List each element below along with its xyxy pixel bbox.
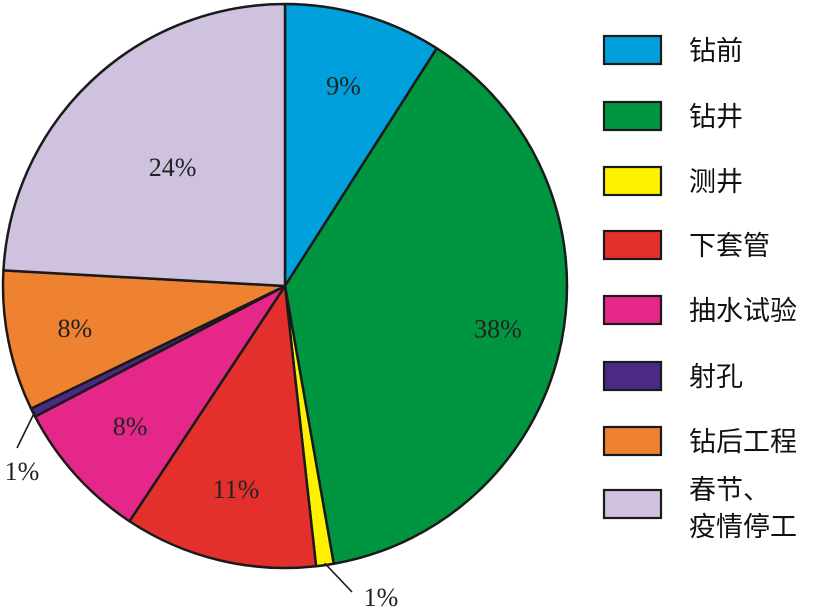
legend-swatch-4: [602, 229, 663, 261]
legend-swatch-7: [602, 425, 663, 457]
legend-swatch-3: [602, 165, 663, 197]
legend-label-1: 钻前: [689, 36, 743, 67]
pie-slice-5: [33, 284, 287, 523]
legend-label-8: 春节、疫情停工: [689, 475, 797, 543]
slice-value-label-3: 1%: [364, 583, 399, 612]
callout-line-6: [16, 411, 36, 449]
legend-label-3: 测井: [689, 167, 743, 198]
slice-value-label-4: 11%: [213, 475, 260, 504]
pie-slices: [1, 2, 569, 570]
pie-value-labels: 9% 38% 1% 11% 8% 1% 8% 24%: [5, 72, 522, 612]
slice-value-label-6: 1%: [5, 457, 40, 486]
pie-slice-1: [283, 2, 439, 288]
slice-value-label-5: 8%: [113, 412, 148, 441]
pie-slice-2: [283, 47, 569, 566]
legend-swatch-6: [602, 360, 663, 392]
legend-swatch-2: [602, 100, 663, 132]
pie-slice-7: [1, 269, 287, 410]
legend-swatch-1: [602, 34, 663, 66]
legend-swatch-8: [602, 488, 663, 520]
slice-value-label-1: 9%: [326, 72, 361, 101]
legend-label-6: 射孔: [689, 362, 743, 393]
pie-slice-4: [128, 284, 318, 570]
slice-value-label-7: 8%: [57, 314, 92, 343]
slice-value-label-2: 38%: [474, 315, 522, 344]
legend-label-4: 下套管: [689, 231, 770, 262]
legend-swatch-5: [602, 294, 663, 326]
pie-slice-8: [2, 2, 287, 288]
legend-label-2: 钻井: [689, 102, 743, 133]
callout-line-3: [324, 562, 353, 593]
legend-label-7: 钻后工程: [689, 427, 797, 458]
slice-value-label-8: 24%: [149, 153, 197, 182]
legend-label-5: 抽水试验: [689, 296, 797, 327]
